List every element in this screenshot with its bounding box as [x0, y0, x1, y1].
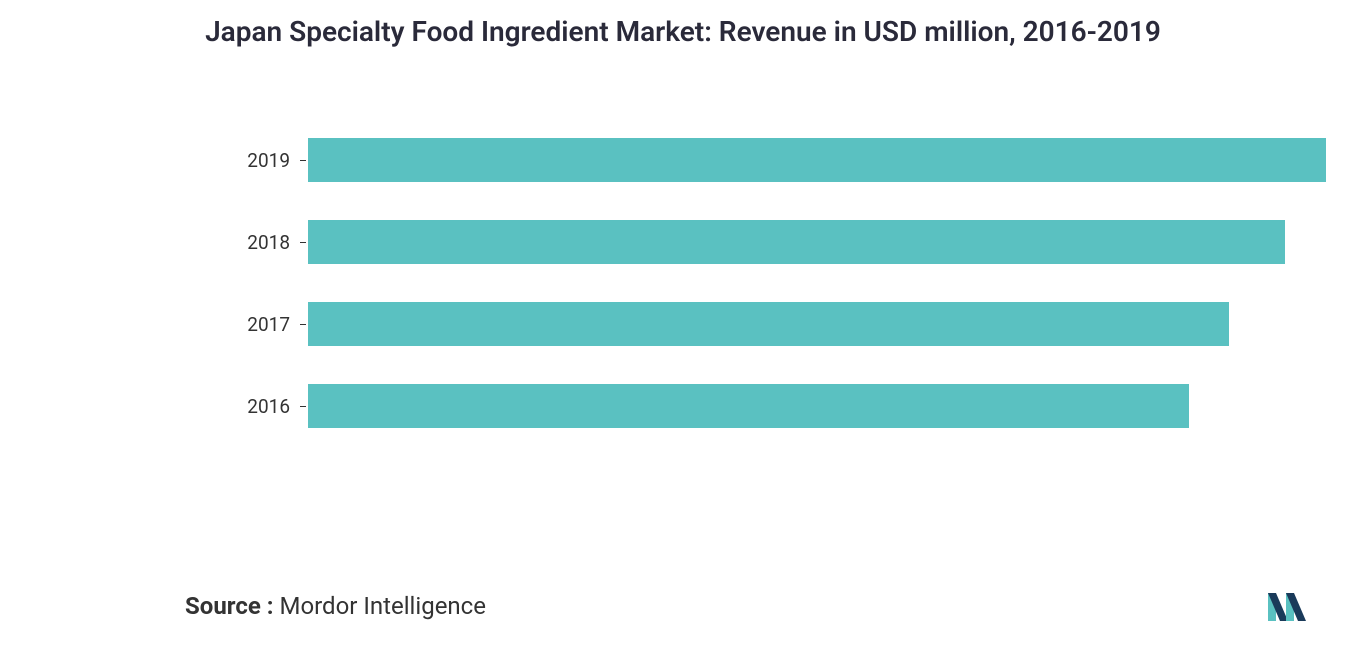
bar-track: [308, 384, 1326, 428]
bar-label: 2016: [230, 395, 290, 418]
bar-label: 2019: [230, 149, 290, 172]
logo-mark-icon: [1266, 585, 1306, 625]
bar-fill: [308, 138, 1326, 182]
bar-row-2017: 2017: [230, 294, 1326, 354]
bar-row-2019: 2019: [230, 130, 1326, 190]
mordor-logo: [1266, 585, 1306, 625]
bar-track: [308, 302, 1326, 346]
source-text: Mordor Intelligence: [274, 592, 486, 620]
bar-fill: [308, 384, 1189, 428]
bar-row-2018: 2018: [230, 212, 1326, 272]
chart-area: 2019 2018 2017 2016: [230, 130, 1326, 450]
tick-mark: [300, 324, 306, 325]
chart-title: Japan Specialty Food Ingredient Market: …: [0, 15, 1366, 48]
bar-track: [308, 138, 1326, 182]
tick-mark: [300, 406, 306, 407]
bar-label: 2017: [230, 313, 290, 336]
source-line: Source : Mordor Intelligence: [185, 592, 486, 620]
tick-mark: [300, 160, 306, 161]
source-label: Source :: [185, 592, 274, 620]
bar-label: 2018: [230, 231, 290, 254]
bar-fill: [308, 220, 1285, 264]
bar-row-2016: 2016: [230, 376, 1326, 436]
bar-track: [308, 220, 1326, 264]
bar-fill: [308, 302, 1229, 346]
tick-mark: [300, 242, 306, 243]
